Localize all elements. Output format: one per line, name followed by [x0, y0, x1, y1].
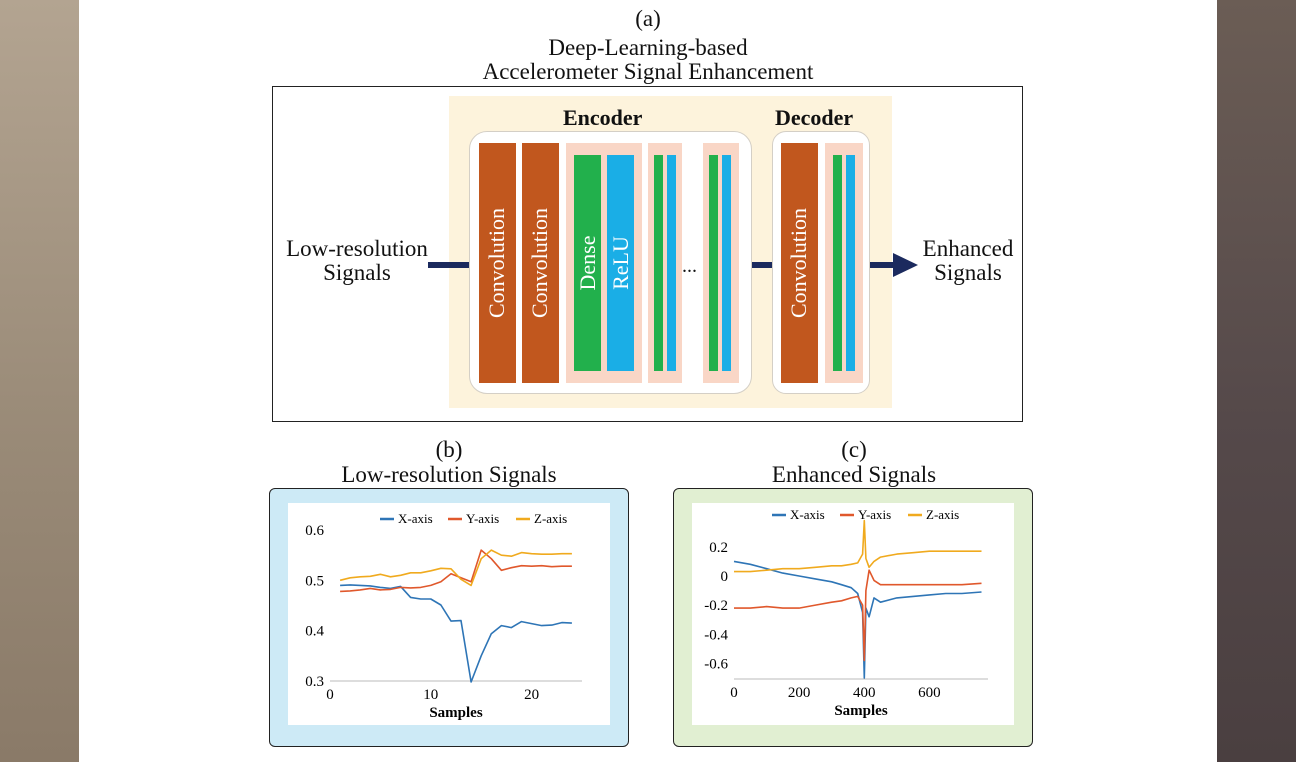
decoder-convolution	[781, 143, 818, 383]
enhanced-chart: -0.6 -0.4 -0.2 0 0.2 0 200 400 600 Samples X-axis Y…	[692, 503, 1014, 725]
output-label: Enhanced Signals	[918, 237, 1018, 285]
y-tick-label: 0.3	[305, 674, 324, 690]
y-tick-label: 0.6	[305, 523, 324, 539]
x-tick-label: 0	[730, 685, 738, 701]
y-tick-label: -0.4	[704, 627, 728, 643]
legend-label-x-axis: X-axis	[398, 511, 433, 526]
low-resolution-chart: 0.3 0.4 0.5 0.6 0 10 20 Samples X-axis Y-axis Z-ax…	[288, 503, 610, 725]
y-tick-label: 0	[721, 569, 729, 585]
panel-b-tag: (b)	[435, 437, 463, 462]
x-tick-label: 0	[326, 687, 334, 703]
series-line-x-axis	[733, 560, 982, 679]
panel-a-title-line2: Accelerometer Signal Enhancement	[482, 59, 814, 84]
x-axis-title: Samples	[429, 705, 483, 721]
legend-label-z-axis: Z-axis	[534, 511, 567, 526]
panel-b-title: Low-resolution Signals	[341, 462, 557, 487]
legend-label-y-axis: Y-axis	[858, 507, 891, 522]
series-line-z-axis	[339, 549, 572, 587]
x-tick-label: 200	[788, 685, 811, 701]
encoder-convolution-2	[522, 143, 559, 383]
series-line-y-axis	[340, 549, 572, 593]
encoder-convolution-1	[479, 143, 516, 383]
decoder-dense-relu-block	[825, 143, 863, 383]
legend-label-y-axis: Y-axis	[466, 511, 499, 526]
relu-layer-1	[607, 155, 634, 371]
y-tick-label: 0.4	[305, 624, 324, 640]
x-axis-title: Samples	[834, 703, 888, 719]
relu-layer-label: ReLU	[608, 236, 633, 290]
encoder-title: Encoder	[563, 105, 643, 130]
legend-label-x-axis: X-axis	[790, 507, 825, 522]
relu-layer-3	[722, 155, 731, 371]
x-tick-label: 400	[853, 685, 876, 701]
input-label-line1: Low-resolution	[286, 236, 428, 261]
right-backdrop	[1217, 0, 1296, 762]
x-tick-label: 600	[918, 685, 941, 701]
series-line-z-axis	[734, 519, 982, 573]
y-tick-label: -0.2	[704, 598, 728, 614]
relu-layer-2	[667, 155, 676, 371]
input-label: Low-resolution Signals	[282, 237, 432, 285]
decoder-convolution-label: Convolution	[786, 207, 811, 319]
ellipsis: ...	[682, 255, 697, 277]
panel-c-title: Enhanced Signals	[771, 462, 937, 487]
dense-relu-block-2	[648, 143, 682, 383]
encoder-convolution-2-label: Convolution	[527, 207, 552, 319]
input-label-line2: Signals	[323, 260, 391, 285]
x-tick-label: 20	[524, 687, 539, 703]
dense-layer-1	[574, 155, 601, 371]
dense-layer-3	[709, 155, 718, 371]
x-tick-label: 10	[423, 687, 438, 703]
output-label-line2: Signals	[934, 260, 1002, 285]
decoder-relu-layer	[846, 155, 855, 371]
series-line-y-axis	[734, 569, 982, 662]
y-tick-label: 0.5	[305, 573, 324, 589]
panel-a-tag: (a)	[635, 6, 661, 31]
panel-c-tag: (c)	[841, 437, 867, 462]
dense-layer-label: Dense	[575, 235, 600, 291]
output-arrow-head	[893, 253, 918, 277]
decoder-dense-layer	[833, 155, 842, 371]
output-label-line1: Enhanced	[922, 236, 1014, 261]
left-backdrop	[0, 0, 79, 762]
y-tick-label: 0.2	[709, 540, 728, 556]
y-tick-label: -0.6	[704, 656, 728, 672]
encoder-convolution-1-label: Convolution	[484, 207, 509, 319]
panel-a-title-line1: Deep-Learning-based	[548, 35, 748, 60]
decoder-title: Decoder	[775, 105, 854, 130]
dense-layer-2	[654, 155, 663, 371]
series-line-x-axis	[340, 584, 572, 683]
legend-label-z-axis: Z-axis	[926, 507, 959, 522]
